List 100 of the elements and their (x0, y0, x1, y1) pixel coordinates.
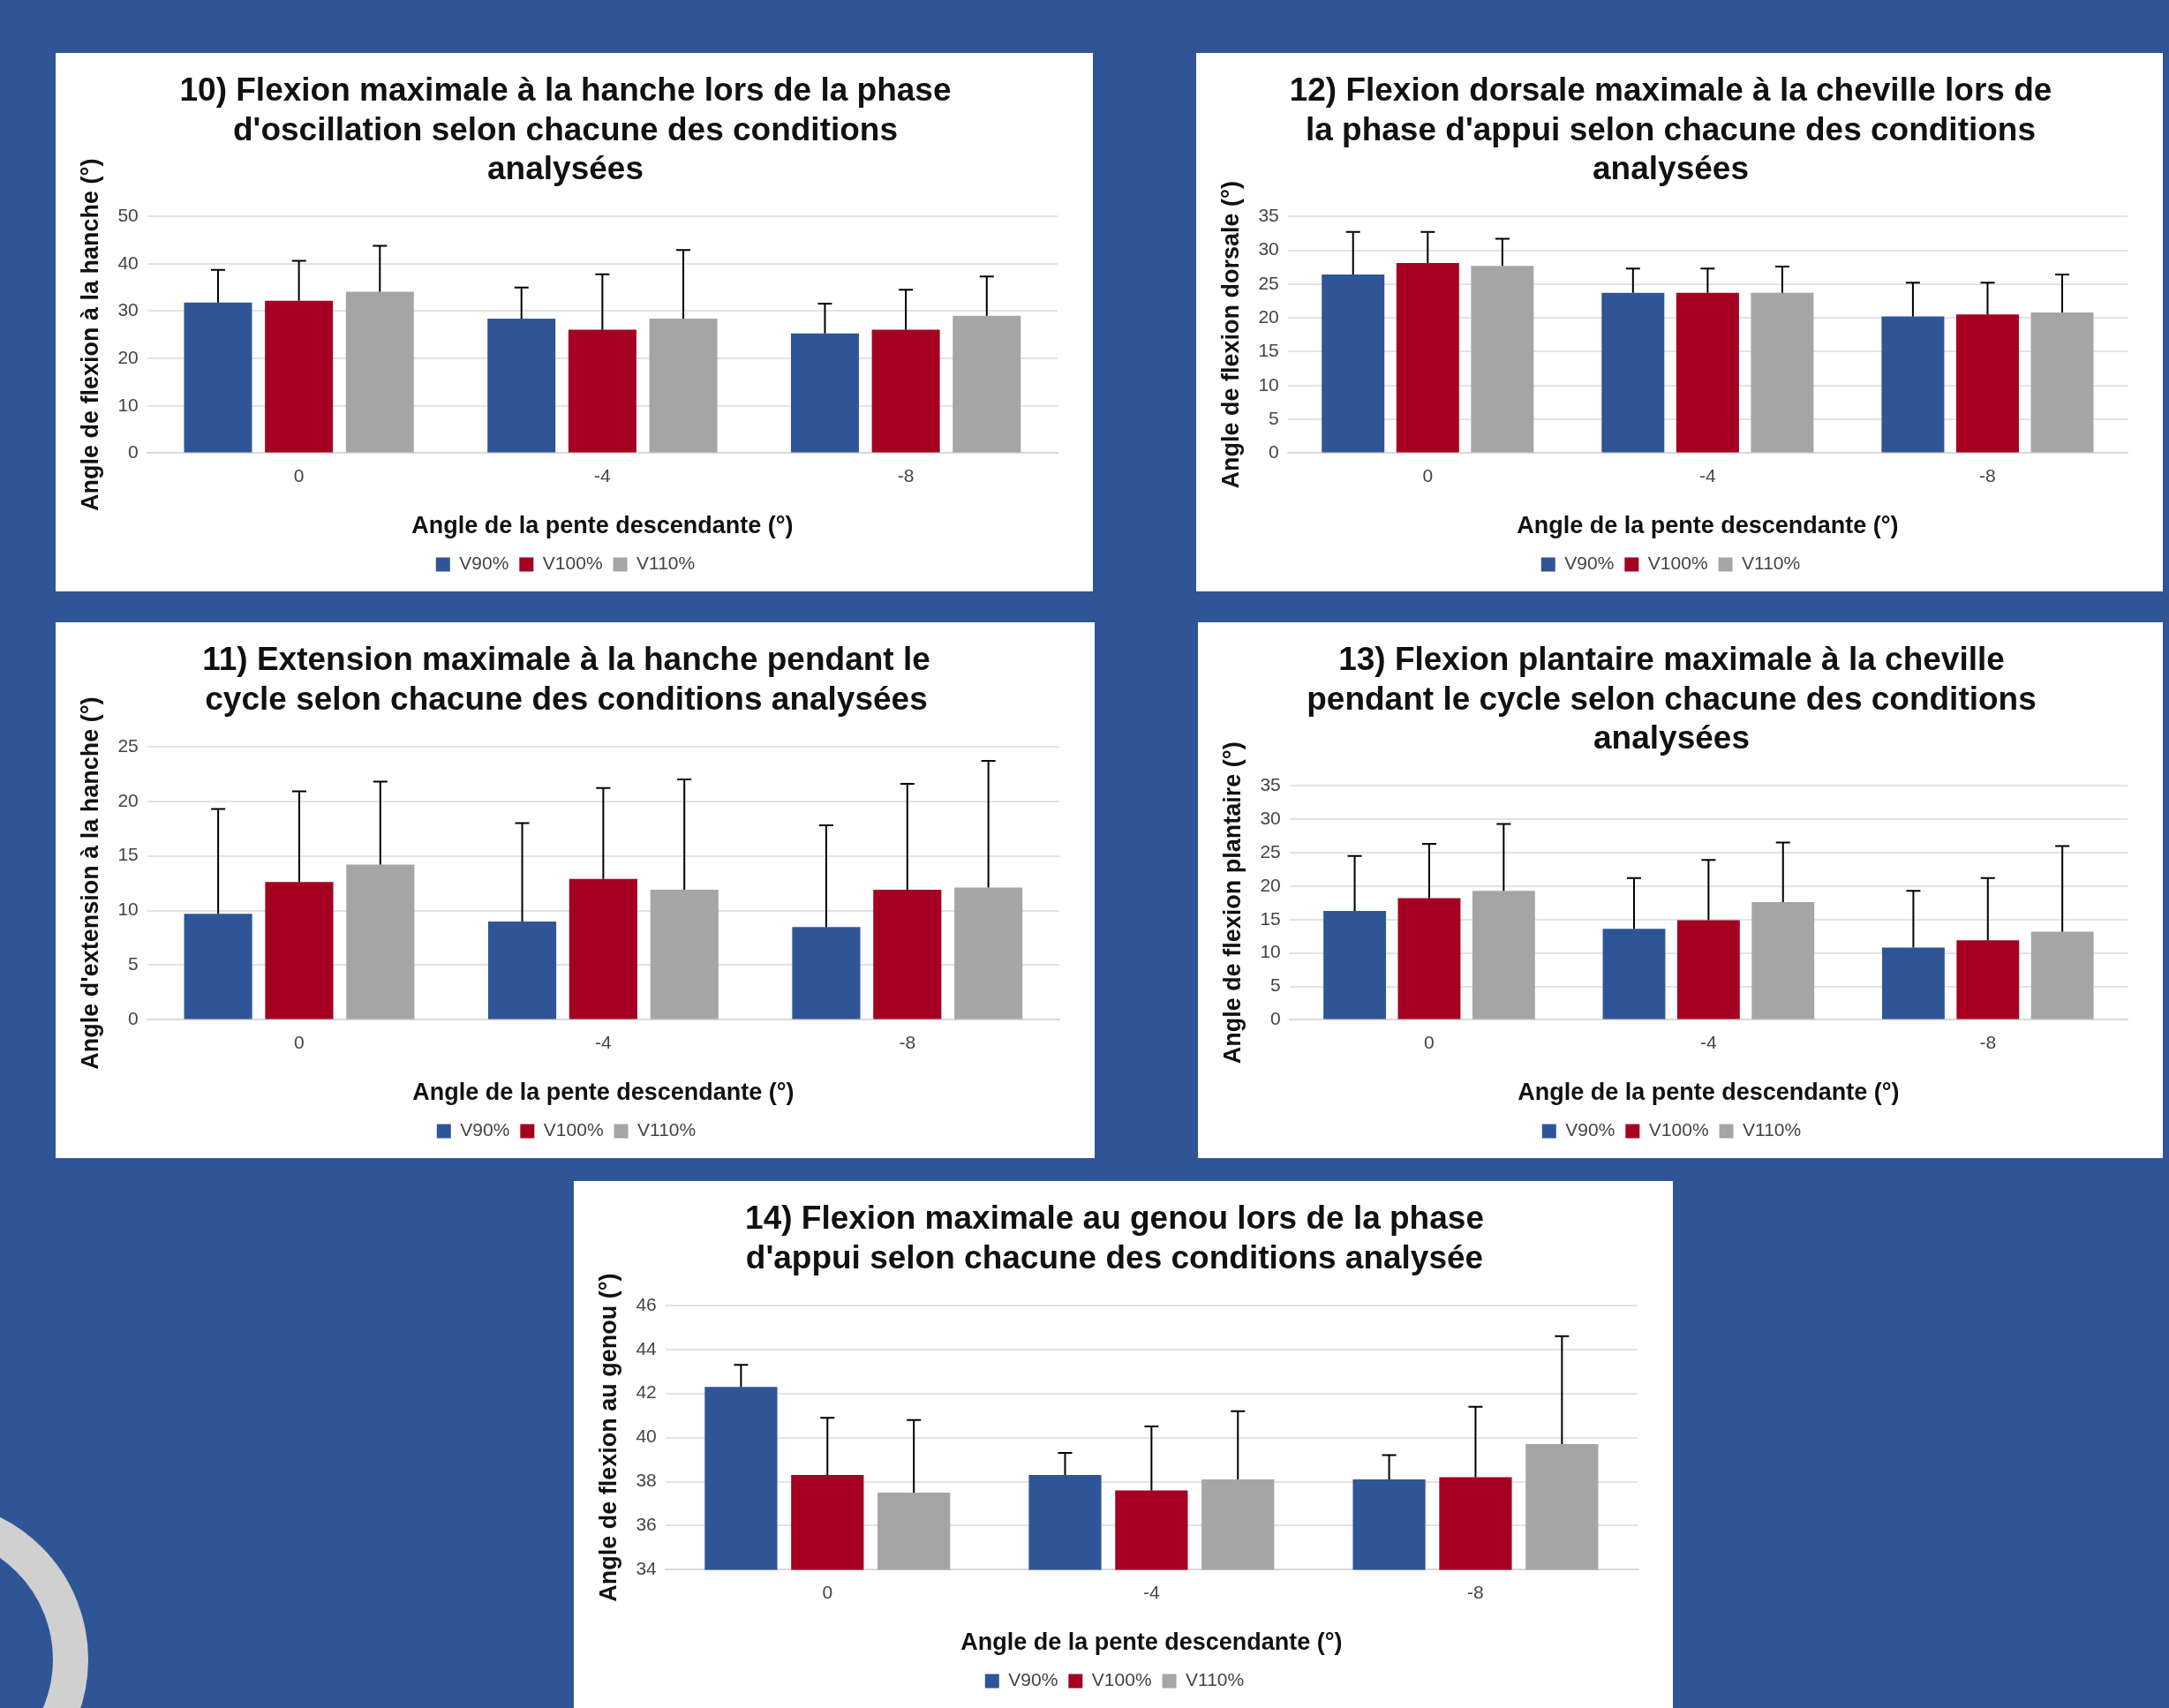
x-tick-label: -8 (899, 1031, 916, 1052)
y-tick-label: 5 (128, 953, 139, 974)
legend-label: V100% (542, 553, 603, 574)
y-tick-label: 25 (1258, 272, 1279, 293)
bar (1471, 266, 1534, 453)
y-tick-label: 5 (1270, 974, 1281, 996)
y-axis-title: Angle de flexion au genou (°) (594, 1273, 621, 1602)
legend-label: V110% (1743, 1119, 1802, 1140)
y-tick-label: 10 (117, 899, 139, 920)
bar (487, 921, 557, 1020)
x-tick-label: -8 (1979, 464, 1996, 485)
bar (871, 329, 940, 453)
bar (265, 300, 334, 453)
y-tick-label: 30 (117, 299, 139, 320)
bar (2030, 931, 2094, 1020)
y-tick-label: 34 (636, 1558, 658, 1579)
y-tick-label: 30 (1260, 807, 1281, 828)
legend-label: V110% (1742, 553, 1801, 574)
bar (2030, 312, 2094, 453)
chart-title: 11) Extension maximale à la hanche pendant le cycle selon chacune des conditions analysées (202, 641, 930, 717)
bar (1676, 292, 1739, 453)
chart-title: 10) Flexion maximale à la hanche lors de la phase d'oscillation selon chacune des conditions analysées (179, 71, 952, 187)
y-tick-label: 38 (636, 1470, 657, 1491)
y-tick-label: 44 (636, 1337, 658, 1358)
bar (345, 291, 414, 453)
y-tick-label: 42 (636, 1381, 657, 1403)
y-tick-label: 0 (128, 1008, 139, 1029)
bar (184, 302, 252, 453)
bar (184, 914, 252, 1020)
bar (954, 887, 1023, 1020)
bar (649, 319, 718, 453)
bar (1601, 292, 1665, 453)
bar (792, 927, 861, 1020)
y-tick-label: 36 (636, 1514, 657, 1535)
chart-title: 13) Flexion plantaire maximale à la cheville pendant le cycle selon chacune des conditions analysées (1307, 641, 2037, 756)
x-tick-label: 0 (293, 464, 305, 485)
x-axis-title: Angle de la pente descendante (°) (412, 1079, 795, 1106)
x-tick-label: 0 (294, 1031, 305, 1052)
y-tick-label: 10 (1260, 941, 1281, 962)
bar (1751, 902, 1815, 1020)
x-tick-label: -4 (1699, 464, 1717, 485)
chart-title: 12) Flexion dorsale maximale à la cheville lors de la phase d'appui selon chacune des conditions analysées (1289, 71, 2052, 187)
x-tick-label: -8 (1979, 1031, 1997, 1052)
bar (1955, 314, 2019, 453)
x-axis-title: Angle de la pente descendante (°) (1518, 1079, 1900, 1106)
x-tick-label: 0 (1422, 464, 1434, 485)
x-tick-label: -4 (594, 464, 612, 485)
y-tick-label: 25 (1260, 840, 1281, 862)
x-tick-label: -4 (1143, 1581, 1161, 1602)
y-tick-label: 15 (1258, 340, 1279, 361)
y-tick-label: 30 (1258, 238, 1279, 260)
y-tick-label: 5 (1269, 407, 1279, 428)
y-tick-label: 15 (1260, 907, 1281, 929)
bar (265, 882, 334, 1020)
bar (1881, 947, 1945, 1020)
y-tick-label: 35 (1258, 205, 1279, 225)
y-tick-label: 20 (1260, 874, 1281, 895)
legend-label: V100% (543, 1119, 604, 1140)
x-tick-label: 0 (822, 1581, 833, 1602)
y-tick-label: 0 (1270, 1008, 1281, 1029)
x-tick-label: -8 (897, 464, 915, 485)
y-axis-title: Angle d'extension à la hanche (°) (76, 696, 103, 1070)
legend-label: V110% (637, 1119, 697, 1140)
legend-label: V100% (1091, 1669, 1152, 1690)
bar (1956, 940, 2020, 1020)
y-tick-label: 40 (117, 252, 139, 273)
legend-label: V90% (459, 553, 509, 574)
y-tick-label: 10 (1258, 373, 1279, 395)
bar (1676, 920, 1740, 1020)
x-axis-title: Angle de la pente descendante (°) (960, 1629, 1343, 1656)
x-tick-label: -4 (1700, 1031, 1718, 1052)
y-tick-label: 46 (636, 1293, 657, 1314)
bar (650, 890, 719, 1020)
legend-label: V110% (1186, 1669, 1245, 1690)
bar (873, 890, 942, 1020)
x-tick-label: 0 (1424, 1031, 1435, 1052)
x-tick-label: -8 (1467, 1581, 1484, 1602)
bar (487, 319, 556, 453)
y-tick-label: 20 (1258, 305, 1279, 327)
y-tick-label: 10 (117, 394, 139, 415)
bar (346, 864, 415, 1020)
y-tick-label: 0 (128, 441, 139, 463)
y-tick-label: 40 (636, 1426, 657, 1447)
y-tick-label: 50 (117, 205, 139, 225)
y-tick-label: 0 (1269, 441, 1279, 463)
legend-label: V100% (1647, 553, 1708, 574)
x-axis-title: Angle de la pente descendante (°) (1517, 512, 1899, 539)
legend-label: V90% (1565, 1119, 1615, 1140)
bar (1751, 292, 1814, 453)
bar (1881, 316, 1945, 453)
y-axis-title: Angle de flexion à la hanche (°) (76, 158, 103, 511)
bar (1323, 910, 1387, 1020)
legend-label: V100% (1648, 1119, 1709, 1140)
x-axis-title: Angle de la pente descendante (°) (411, 512, 794, 539)
y-axis-title: Angle de flexion plantaire (°) (1218, 741, 1246, 1065)
legend-label: V90% (1008, 1669, 1058, 1690)
bar (1472, 891, 1535, 1020)
y-tick-label: 20 (117, 789, 139, 810)
bar (568, 329, 636, 453)
x-tick-label: -4 (595, 1031, 613, 1052)
